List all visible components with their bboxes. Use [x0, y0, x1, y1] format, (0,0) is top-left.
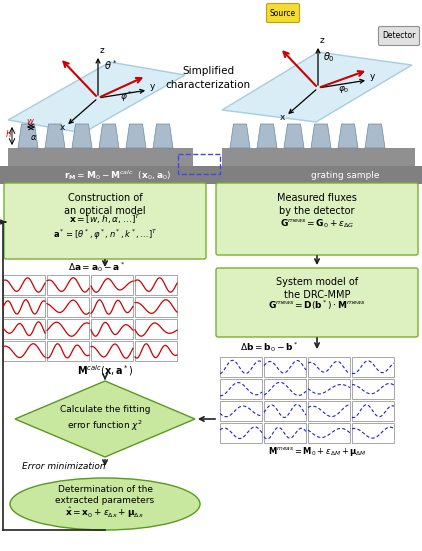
Text: z: z	[100, 46, 105, 55]
Bar	[8, 148, 193, 166]
Polygon shape	[72, 124, 92, 148]
Bar	[352, 423, 394, 443]
Bar	[91, 341, 133, 361]
Bar	[308, 423, 350, 443]
Bar	[91, 319, 133, 339]
Text: y: y	[370, 72, 376, 81]
Bar	[0, 166, 422, 184]
Text: x: x	[60, 123, 65, 132]
Text: $w$: $w$	[26, 117, 35, 126]
Bar	[220, 357, 262, 377]
Bar	[135, 341, 177, 361]
Text: Construction of
an optical model: Construction of an optical model	[64, 193, 146, 216]
Polygon shape	[15, 381, 195, 457]
Text: Detector: Detector	[382, 31, 416, 41]
Bar	[264, 423, 306, 443]
Bar	[220, 401, 262, 421]
Bar	[352, 379, 394, 399]
Bar	[47, 297, 89, 317]
Text: $\mathbf{a}^* = [\theta^*, \varphi^*, n^*, k^*, \ldots]^T$: $\mathbf{a}^* = [\theta^*, \varphi^*, n^…	[53, 228, 157, 242]
FancyBboxPatch shape	[267, 3, 300, 23]
Text: x: x	[280, 113, 285, 122]
Polygon shape	[338, 124, 358, 148]
Polygon shape	[365, 124, 385, 148]
Text: grating sample: grating sample	[311, 170, 379, 180]
Bar	[264, 401, 306, 421]
Polygon shape	[222, 52, 412, 122]
FancyBboxPatch shape	[216, 183, 418, 255]
Bar	[3, 341, 45, 361]
Bar	[352, 401, 394, 421]
Bar	[91, 275, 133, 295]
Polygon shape	[126, 124, 146, 148]
Bar	[47, 275, 89, 295]
Bar	[220, 379, 262, 399]
Polygon shape	[153, 124, 173, 148]
Text: $\hat{\mathbf{x}} = \mathbf{x}_0 + \varepsilon_{\Delta x} + \mathbf{\mu}_{\Delta: $\hat{\mathbf{x}} = \mathbf{x}_0 + \vare…	[65, 506, 145, 520]
Text: System model of
the DRC-MMP: System model of the DRC-MMP	[276, 277, 358, 300]
Bar	[3, 319, 45, 339]
Bar	[135, 297, 177, 317]
Text: $\mathbf{x} = [w, h, \alpha, \ldots]^T$: $\mathbf{x} = [w, h, \alpha, \ldots]^T$	[69, 213, 141, 226]
Bar	[135, 319, 177, 339]
Text: $h$: $h$	[5, 128, 12, 139]
Polygon shape	[8, 62, 185, 133]
Bar	[222, 148, 415, 166]
Bar	[135, 275, 177, 295]
FancyBboxPatch shape	[379, 26, 419, 46]
Bar	[352, 357, 394, 377]
Text: $\alpha$: $\alpha$	[30, 133, 38, 142]
Bar	[47, 341, 89, 361]
Bar	[308, 401, 350, 421]
Polygon shape	[230, 124, 250, 148]
Text: Source: Source	[270, 8, 296, 18]
Polygon shape	[257, 124, 277, 148]
Polygon shape	[18, 124, 38, 148]
Polygon shape	[311, 124, 331, 148]
Bar	[47, 319, 89, 339]
Text: Simplified
characterization: Simplified characterization	[165, 67, 251, 90]
Text: $\mathbf{M}^{meas} = \mathbf{M}_0 + \varepsilon_{\Delta M} + \mathbf{\mu}_{\Delt: $\mathbf{M}^{meas} = \mathbf{M}_0 + \var…	[268, 445, 366, 458]
Text: $\mathbf{r_M} = \mathbf{M}_0 - \mathbf{M}^{calc}$  $(\mathbf{x}_0, \mathbf{a}_0): $\mathbf{r_M} = \mathbf{M}_0 - \mathbf{M…	[64, 168, 172, 182]
Text: Determination of the
extracted parameters: Determination of the extracted parameter…	[55, 484, 154, 505]
Text: Calculate the fitting
error function $\chi^2$: Calculate the fitting error function $\c…	[60, 405, 150, 433]
Polygon shape	[284, 124, 304, 148]
FancyBboxPatch shape	[4, 183, 206, 259]
Bar	[264, 379, 306, 399]
Text: $\theta_0$: $\theta_0$	[323, 50, 335, 64]
Text: z: z	[320, 36, 325, 45]
Text: $\varphi^*$: $\varphi^*$	[120, 90, 133, 104]
Text: $\mathbf{G}^{meas} = \mathbf{G}_0 + \varepsilon_{\Delta G}$: $\mathbf{G}^{meas} = \mathbf{G}_0 + \var…	[280, 218, 354, 230]
Text: $\mathbf{M}^{calc}(\mathbf{x}, \mathbf{a}^*)$: $\mathbf{M}^{calc}(\mathbf{x}, \mathbf{a…	[77, 363, 133, 378]
Ellipse shape	[10, 478, 200, 530]
Text: $\Delta\mathbf{a} = \mathbf{a}_0 - \mathbf{a}^*$: $\Delta\mathbf{a} = \mathbf{a}_0 - \math…	[68, 260, 125, 274]
Bar	[220, 423, 262, 443]
Bar	[3, 297, 45, 317]
Bar	[91, 297, 133, 317]
Text: Measured fluxes
by the detector: Measured fluxes by the detector	[277, 193, 357, 216]
Bar	[308, 357, 350, 377]
FancyBboxPatch shape	[216, 268, 418, 337]
Bar	[178, 154, 220, 174]
Polygon shape	[45, 124, 65, 148]
Bar	[264, 357, 306, 377]
Polygon shape	[99, 124, 119, 148]
Text: y: y	[150, 82, 155, 91]
Text: $\Delta\mathbf{b} = \mathbf{b}_0 - \mathbf{b}^*$: $\Delta\mathbf{b} = \mathbf{b}_0 - \math…	[240, 340, 298, 354]
Text: $\mathbf{G}^{meas} = \mathbf{D}(\mathbf{b}^*) \cdot \mathbf{M}^{meas}$: $\mathbf{G}^{meas} = \mathbf{D}(\mathbf{…	[268, 299, 365, 312]
Text: $\varphi_0$: $\varphi_0$	[338, 84, 349, 95]
Text: Error minimization: Error minimization	[22, 462, 106, 471]
Bar	[308, 379, 350, 399]
Text: $\theta^*$: $\theta^*$	[104, 58, 117, 72]
Bar	[3, 275, 45, 295]
